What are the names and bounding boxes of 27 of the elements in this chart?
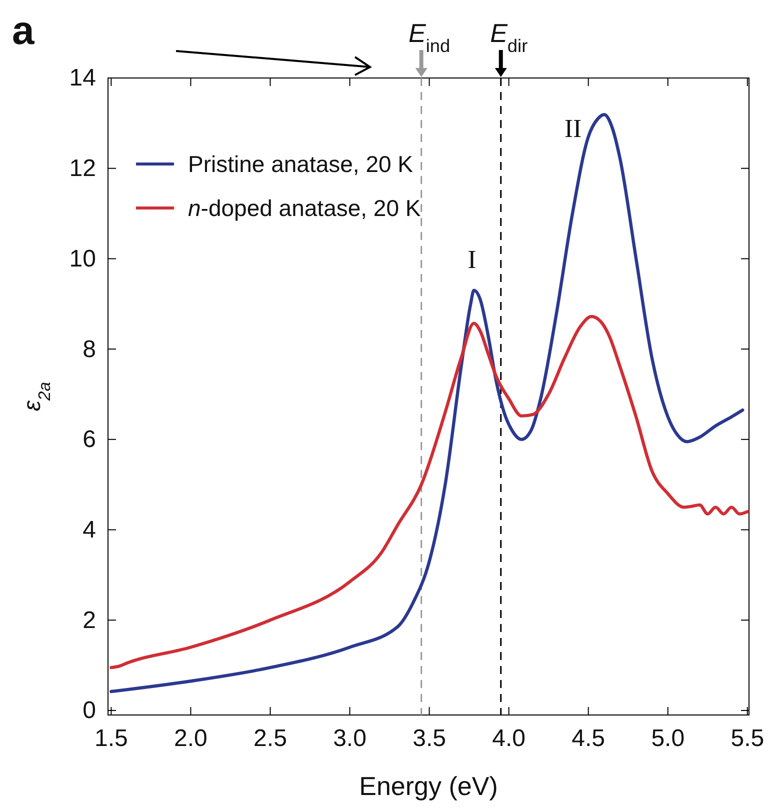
y-tick-label: 10 — [69, 245, 96, 272]
y-tick-label: 6 — [82, 426, 96, 454]
text: a — [12, 9, 35, 53]
legend-label: n-doped anatase, 20 K — [188, 195, 422, 221]
legend-label: Pristine anatase, 20 K — [188, 151, 414, 177]
y-tick-label: 14 — [69, 64, 96, 92]
line-series — [110, 112, 744, 694]
line-series — [110, 314, 750, 670]
x-tick-label: 1.5 — [94, 725, 128, 752]
x-tick-label: 5.5 — [730, 725, 764, 752]
y-tick-label: 12 — [69, 155, 96, 182]
y-tick-label: 2 — [82, 606, 96, 634]
x-tick-label: 2.5 — [254, 725, 287, 752]
x-tick-label: 4.0 — [492, 725, 526, 752]
x-tick-label: 5.0 — [651, 725, 685, 752]
ref-line-label: E$_{ind}$ — [408, 18, 450, 56]
x-tick-label: 3.5 — [412, 725, 446, 752]
annotation: II — [564, 114, 582, 143]
y-tick-label: 4 — [82, 516, 96, 544]
y-tick-label: 0 — [82, 697, 96, 724]
annotation: I — [468, 245, 476, 274]
x-tick-label: 3.0 — [333, 725, 366, 752]
x-tick-label: 4.5 — [572, 725, 606, 752]
ref-line-label: E$_{dir}$ — [490, 18, 528, 56]
x-axis-title: Energy (eV) — [359, 771, 498, 801]
y-tick-label: 8 — [82, 336, 96, 363]
x-tick-label: 2.0 — [174, 725, 208, 752]
